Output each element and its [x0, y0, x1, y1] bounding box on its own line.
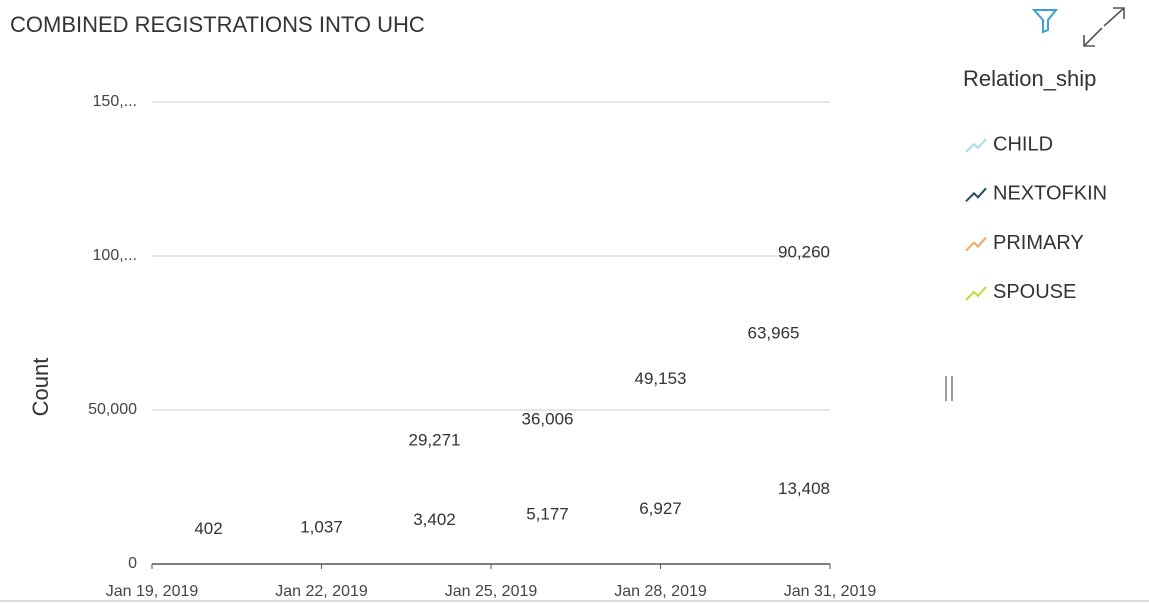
value-label: 402: [194, 519, 222, 538]
legend-icon: [965, 286, 987, 301]
value-label: 5,177: [526, 505, 569, 524]
legend-label: CHILD: [993, 133, 1053, 155]
x-tick-label: Jan 31, 2019: [784, 583, 877, 600]
y-tick-label: 150,...: [93, 93, 137, 110]
legend-label: NEXTOFKIN: [993, 183, 1107, 205]
x-tick-label: Jan 25, 2019: [445, 583, 538, 600]
value-label: 1,037: [300, 517, 343, 536]
chart-title: COMBINED REGISTRATIONS INTO UHC: [10, 12, 425, 37]
x-tick-label: Jan 19, 2019: [106, 583, 199, 600]
filter-icon[interactable]: [1031, 9, 1059, 34]
legend: CHILD NEXTOFKIN PRIMARY SPOUSE: [965, 133, 1107, 303]
x-tick-label: Jan 22, 2019: [275, 583, 368, 600]
expand-arrow[interactable]: [1103, 7, 1125, 27]
legend-icon: [965, 187, 987, 203]
value-label: 3,402: [413, 510, 456, 529]
value-label: 63,965: [748, 323, 800, 342]
legend-title: Relation_ship: [963, 66, 1096, 91]
legend-icon: [965, 236, 987, 252]
splitter[interactable]: [945, 376, 953, 401]
legend-label: PRIMARY: [993, 232, 1084, 254]
y-axis-label: Count: [28, 358, 53, 417]
y-tick-label: 0: [128, 555, 137, 572]
y-tick-label: 100,...: [93, 247, 137, 264]
value-label: 6,927: [639, 499, 682, 518]
expand-icon[interactable]: [1083, 7, 1125, 47]
legend-label: SPOUSE: [993, 281, 1076, 303]
value-label: 13,408: [778, 479, 830, 498]
y-tick-label: 50,000: [88, 401, 137, 418]
expand-arrow[interactable]: [1083, 27, 1103, 47]
value-label: 90,260: [778, 242, 830, 261]
value-label: 36,006: [522, 410, 574, 429]
x-tick-label: Jan 28, 2019: [614, 583, 707, 600]
funnel[interactable]: [1031, 9, 1059, 34]
legend-icon: [965, 138, 987, 153]
value-label: 29,271: [409, 430, 461, 449]
value-label: 49,153: [635, 369, 687, 388]
